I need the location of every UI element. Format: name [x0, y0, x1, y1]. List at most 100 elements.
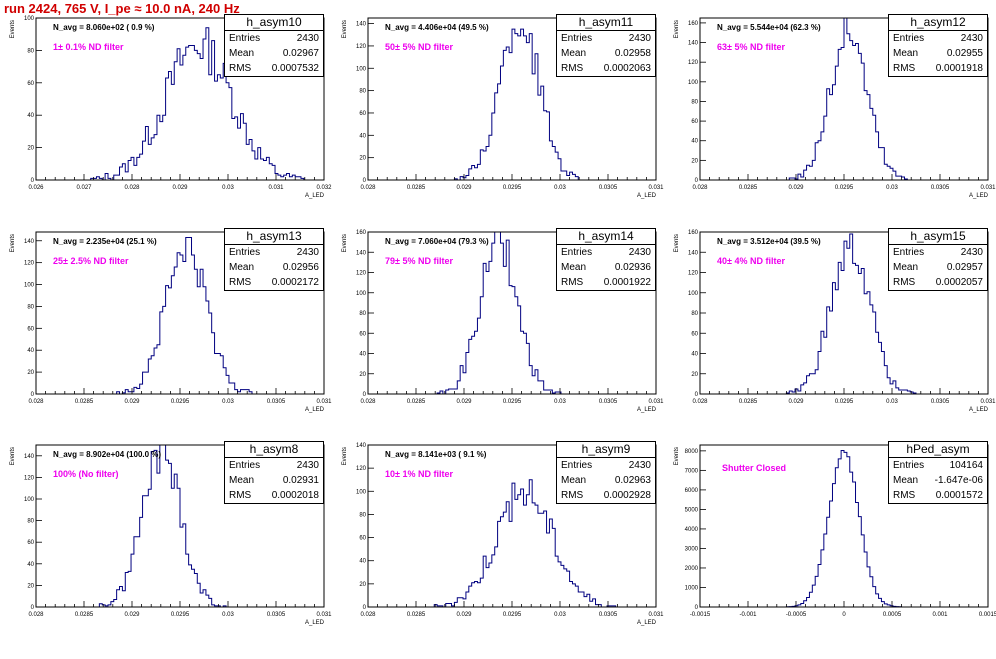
y-tick-label: 80: [359, 311, 366, 317]
y-tick-label: 120: [24, 261, 35, 267]
y-tick-label: 100: [24, 497, 35, 503]
x-tick-label: 0: [842, 612, 846, 618]
filter-label: 40± 4% ND filter: [717, 256, 785, 266]
histogram-name: h_asym11: [557, 15, 655, 31]
stats-box: h_asym10 Entries 2430 Mean 0.02967 RMS 0.00075…: [224, 14, 324, 77]
stat-label: Entries: [561, 247, 593, 258]
y-tick-label: 6000: [685, 488, 699, 494]
stat-row-entries: Entries 2430: [557, 31, 655, 46]
x-tick-label: -0.0015: [690, 612, 711, 618]
y-tick-label: 120: [688, 271, 699, 277]
y-tick-label: 100: [24, 16, 35, 22]
y-tick-label: 60: [27, 326, 34, 332]
x-tick-label: 0.029: [788, 399, 804, 405]
stat-row-entries: Entries 2430: [225, 458, 323, 473]
stat-row-mean: Mean -1.647e-06: [889, 473, 987, 488]
y-tick-label: 40: [691, 139, 698, 145]
stat-label: Mean: [229, 262, 255, 273]
x-tick-label: 0.03: [886, 399, 898, 405]
stats-box: h_asym14 Entries 2430 Mean 0.02936 RMS 0.00019…: [556, 228, 656, 291]
x-tick-label: 0.032: [316, 185, 332, 191]
stat-value: 0.0002018: [271, 490, 319, 501]
x-axis-label: A_LED: [305, 620, 325, 626]
histogram-name: h_asym15: [889, 229, 987, 245]
histogram-name: h_asym10: [225, 15, 323, 31]
filter-label: 79± 5% ND filter: [385, 256, 453, 266]
stat-label: Mean: [561, 262, 587, 273]
y-tick-label: 20: [691, 158, 698, 164]
histogram-panel-h_asym14: 0.028 0.0285 0.029 0.0295 0.03 0.0305 0.031 0 20…: [332, 228, 664, 446]
y-tick-label: 60: [359, 111, 366, 117]
stat-row-mean: Mean 0.02931: [225, 473, 323, 488]
stat-row-rms: RMS 0.0002172: [225, 275, 323, 290]
stat-value: 0.02955: [946, 48, 983, 59]
y-tick-label: 80: [27, 48, 34, 54]
x-tick-label: 0.028: [360, 399, 376, 405]
histogram-plot: -0.0015 -0.001 -0.0005 0 0.0005 0.001 0.0015 0 1…: [674, 444, 996, 618]
x-tick-label: 0.0285: [407, 399, 426, 405]
histogram-panel-h_asym10: 0.026 0.027 0.028 0.029 0.03 0.031 0.032 0 20 40 6…: [0, 14, 332, 232]
stat-label: Entries: [893, 460, 925, 471]
stat-label: Entries: [229, 247, 261, 258]
stat-row-entries: Entries 2430: [889, 245, 987, 260]
stat-value: 2430: [960, 247, 983, 258]
y-tick-label: 40: [27, 562, 34, 568]
stat-label: RMS: [229, 490, 252, 501]
y-tick-label: 1000: [685, 585, 699, 591]
x-tick-label: 0.029: [172, 185, 188, 191]
x-tick-label: 0.0285: [75, 399, 94, 405]
stat-row-entries: Entries 2430: [557, 458, 655, 473]
x-tick-label: 0.0295: [503, 612, 522, 618]
stat-label: RMS: [561, 490, 584, 501]
x-tick-label: 0.027: [76, 185, 92, 191]
histogram-plot: 0.028 0.0285 0.029 0.0295 0.03 0.0305 0.031 0 20…: [674, 230, 996, 413]
y-tick-label: 80: [27, 304, 34, 310]
x-tick-label: 0.029: [124, 612, 140, 618]
filter-label: 50± 5% ND filter: [385, 42, 453, 52]
stat-label: Mean: [229, 48, 255, 59]
navg-annotation: N_avg = 2.235e+04 (25.1 %): [53, 237, 157, 246]
y-tick-label: 20: [359, 372, 366, 378]
y-tick-label: 0: [31, 392, 35, 398]
navg-annotation: N_avg = 4.406e+04 (49.5 %): [385, 23, 489, 32]
stat-value: 2430: [296, 247, 319, 258]
histogram-plot: 0.028 0.0285 0.029 0.0295 0.03 0.0305 0.031 0 20…: [342, 443, 664, 626]
x-tick-label: 0.028: [360, 612, 376, 618]
x-tick-label: 0.031: [648, 185, 664, 191]
y-tick-label: 0: [695, 392, 699, 398]
x-tick-label: 0.0305: [599, 612, 618, 618]
x-tick-label: 0.0285: [407, 612, 426, 618]
stats-box: h_asym8 Entries 2430 Mean 0.02931 RMS 0.000201…: [224, 441, 324, 504]
filter-label: 10± 1% ND filter: [385, 469, 453, 479]
y-tick-label: 20: [691, 372, 698, 378]
stats-box: h_asym9 Entries 2430 Mean 0.02963 RMS 0.000292…: [556, 441, 656, 504]
stat-value: 0.0001572: [935, 490, 983, 501]
histogram-name: h_asym9: [557, 442, 655, 458]
x-tick-label: 0.029: [456, 612, 472, 618]
x-tick-label: 0.0295: [503, 185, 522, 191]
stat-label: RMS: [561, 277, 584, 288]
y-tick-label: 20: [359, 582, 366, 588]
y-tick-label: 0: [695, 605, 699, 611]
histogram-name: hPed_asym: [889, 442, 987, 458]
x-tick-label: 0.0305: [599, 399, 618, 405]
y-axis-label: Events: [10, 447, 16, 465]
y-tick-label: 0: [363, 605, 367, 611]
x-tick-label: 0.028: [692, 399, 708, 405]
stat-value: 2430: [628, 460, 651, 471]
y-tick-label: 5000: [685, 507, 699, 513]
stat-value: 0.02957: [946, 262, 983, 273]
x-tick-label: 0.03: [222, 399, 234, 405]
stat-label: Mean: [893, 475, 919, 486]
y-axis-label: Events: [674, 20, 680, 38]
stat-row-rms: RMS 0.0002018: [225, 488, 323, 503]
x-tick-label: 0.031: [316, 399, 332, 405]
navg-annotation: N_avg = 3.512e+04 (39.5 %): [717, 237, 821, 246]
stat-value: 0.0007532: [271, 63, 319, 74]
y-tick-label: 40: [359, 133, 366, 139]
y-tick-label: 40: [359, 352, 366, 358]
stat-row-rms: RMS 0.0007532: [225, 61, 323, 76]
y-tick-label: 100: [688, 80, 699, 86]
y-tick-label: 120: [356, 271, 367, 277]
stat-label: Mean: [561, 48, 587, 59]
